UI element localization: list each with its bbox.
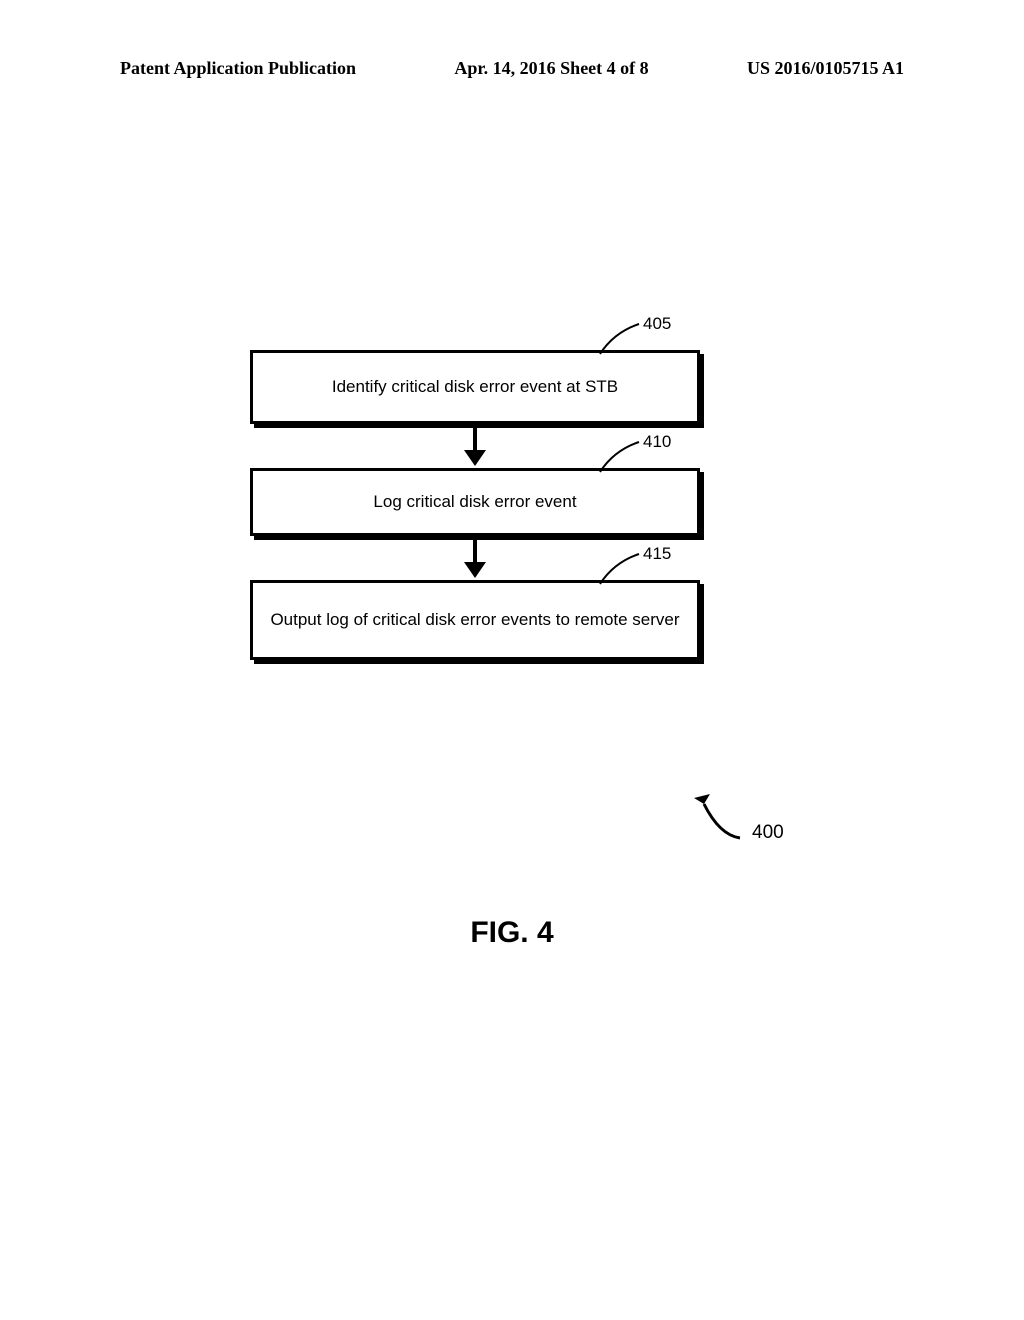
arrow-line-icon xyxy=(473,538,477,564)
overall-ref-number: 400 xyxy=(752,822,784,844)
callout-410: 410 xyxy=(595,436,685,476)
flow-box-text: Output log of critical disk error events… xyxy=(270,609,679,632)
callout-415: 415 xyxy=(595,548,685,588)
page-header: Patent Application Publication Apr. 14, … xyxy=(0,58,1024,79)
callout-number: 405 xyxy=(643,314,671,334)
header-center: Apr. 14, 2016 Sheet 4 of 8 xyxy=(454,58,648,79)
flow-box-text: Log critical disk error event xyxy=(373,491,576,514)
flow-step: 415 Output log of critical disk error ev… xyxy=(250,580,700,660)
arrow-head-icon xyxy=(464,450,486,466)
page-root: Patent Application Publication Apr. 14, … xyxy=(0,0,1024,1320)
arrow-head-icon xyxy=(464,562,486,578)
flow-box: Identify critical disk error event at ST… xyxy=(250,350,700,424)
flowchart: 405 Identify critical disk error event a… xyxy=(250,350,700,660)
overall-ref-400: 400 xyxy=(690,790,810,860)
figure-label: FIG. 4 xyxy=(0,916,1024,950)
callout-number: 410 xyxy=(643,432,671,452)
flow-step: 405 Identify critical disk error event a… xyxy=(250,350,700,424)
callout-405: 405 xyxy=(595,318,685,358)
flow-step: 410 Log critical disk error event xyxy=(250,468,700,536)
flow-box-text: Identify critical disk error event at ST… xyxy=(332,376,618,399)
arrow-line-icon xyxy=(473,426,477,452)
callout-number: 415 xyxy=(643,544,671,564)
flow-box: Output log of critical disk error events… xyxy=(250,580,700,660)
flow-box: Log critical disk error event xyxy=(250,468,700,536)
header-right: US 2016/0105715 A1 xyxy=(747,58,904,79)
header-left: Patent Application Publication xyxy=(120,58,356,79)
